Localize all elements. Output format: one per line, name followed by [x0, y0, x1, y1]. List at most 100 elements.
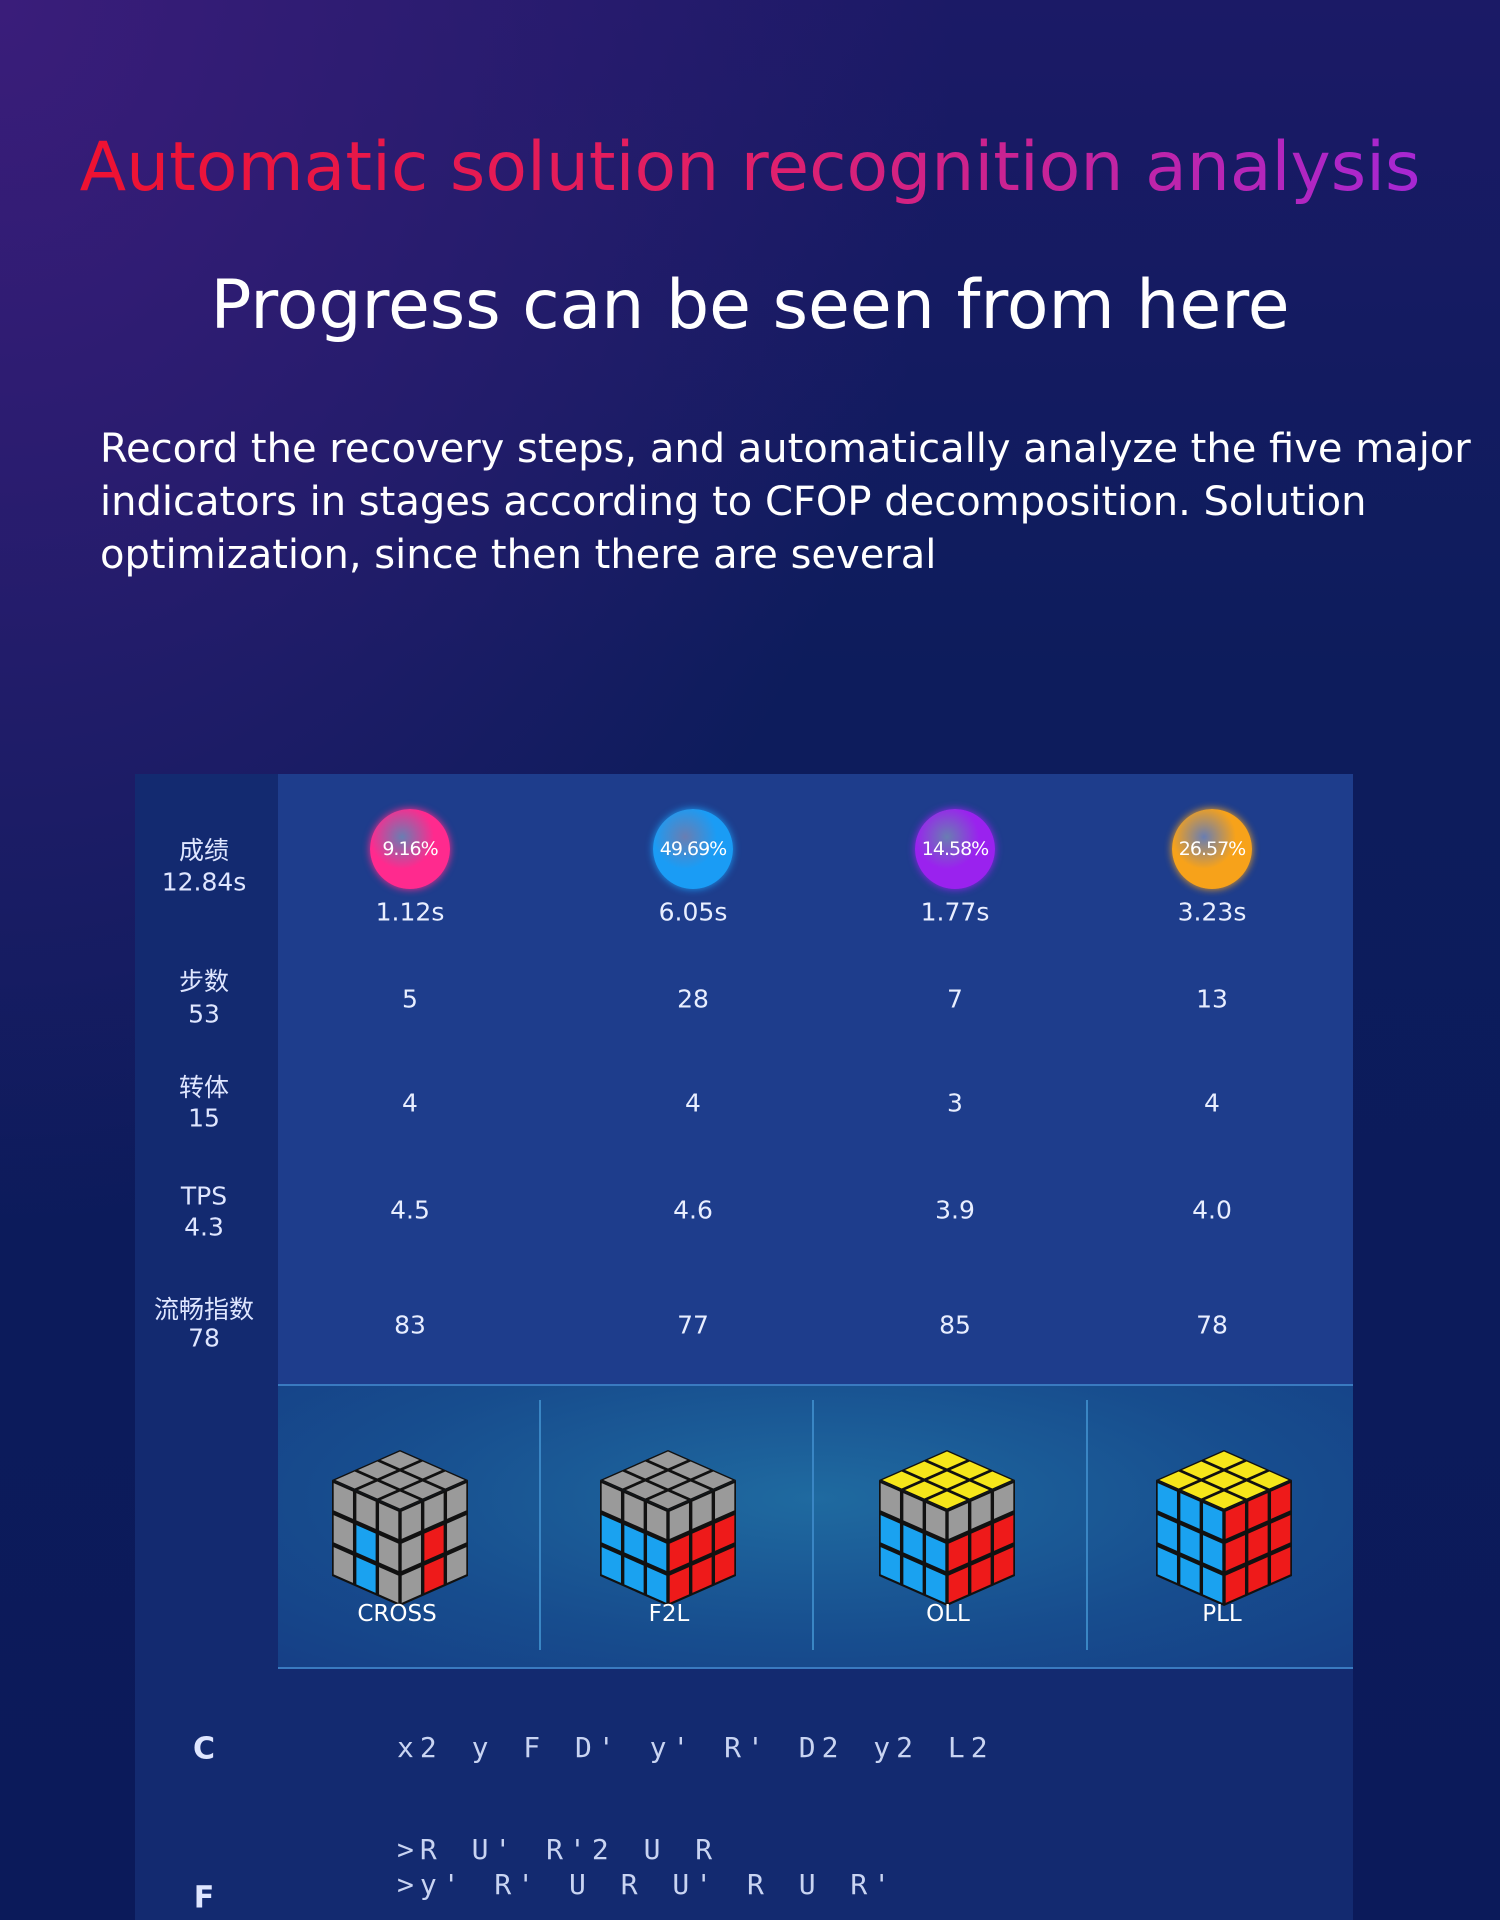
stage-value: 3.23s	[1177, 897, 1247, 927]
cube-part	[1203, 1567, 1223, 1603]
cube-part	[903, 1493, 923, 1529]
cube-part	[426, 1471, 465, 1489]
cube-part	[926, 1567, 946, 1603]
stage-percent-badge	[370, 809, 450, 889]
stage-value: 78	[1196, 1310, 1228, 1340]
description-line: optimization, since then there are sever…	[100, 532, 937, 578]
cube-part	[624, 1525, 644, 1561]
stage-percent: 9.16%	[382, 838, 438, 860]
cube-part	[715, 1515, 735, 1551]
description-line: indicators in stages according to CFOP d…	[100, 479, 1367, 525]
stage-percent: 26.57%	[1178, 838, 1246, 860]
cube-part	[715, 1483, 735, 1519]
cube-part	[648, 1471, 688, 1489]
description-line: Record the recovery steps, and automatic…	[100, 426, 1471, 472]
cube-part	[1248, 1493, 1268, 1529]
cube-part	[379, 1503, 399, 1539]
cube-part	[1157, 1515, 1177, 1551]
cube-part	[647, 1567, 667, 1603]
cube-part	[648, 1451, 688, 1469]
cube-part	[694, 1471, 733, 1489]
cube-part	[1180, 1525, 1200, 1561]
stage-value: 4	[685, 1088, 701, 1118]
cube-part	[333, 1547, 353, 1583]
stage-value: 3.9	[935, 1195, 975, 1225]
cube-part	[1180, 1557, 1200, 1593]
cube-part	[950, 1481, 989, 1499]
cube-part	[1248, 1525, 1268, 1561]
cube-part	[950, 1461, 989, 1479]
cube-part	[1271, 1483, 1291, 1519]
divider	[812, 1400, 814, 1650]
cube-part	[379, 1567, 399, 1603]
stats-area	[278, 774, 1353, 1384]
divider	[1086, 1400, 1088, 1650]
stage-value: 83	[394, 1310, 426, 1340]
cube-part	[1271, 1547, 1291, 1583]
cube-part	[403, 1461, 442, 1479]
cube-part	[1225, 1535, 1245, 1571]
solution-line: >y' R' U R U' R U R'	[397, 1868, 897, 1901]
row-label: 步数	[178, 967, 230, 996]
cube-part	[447, 1515, 467, 1551]
cube-part	[1204, 1471, 1244, 1489]
cube-part	[882, 1471, 921, 1489]
solution-label: F	[193, 1880, 215, 1916]
stage-value: 4.6	[673, 1195, 713, 1225]
cube-part	[401, 1567, 421, 1603]
stage-value: 1.12s	[375, 897, 445, 927]
cube-part	[380, 1471, 420, 1489]
cube-part	[903, 1557, 923, 1593]
stage-value: 4	[402, 1088, 418, 1118]
divider	[539, 1400, 541, 1650]
cube-part	[948, 1567, 968, 1603]
cube-part	[1204, 1451, 1244, 1469]
stage-value: 7	[947, 984, 963, 1014]
cube-part	[424, 1557, 444, 1593]
stage-value: 6.05s	[658, 897, 728, 927]
cube-part	[403, 1481, 442, 1499]
cube-part	[356, 1525, 376, 1561]
cube-part	[1182, 1461, 1221, 1479]
cube-part	[669, 1567, 689, 1603]
cube-part	[624, 1557, 644, 1593]
cube-part	[971, 1525, 991, 1561]
cube-part	[905, 1461, 944, 1479]
cube-part	[647, 1535, 667, 1571]
cube-part	[401, 1535, 421, 1571]
cube-part	[648, 1491, 688, 1509]
cube-part	[601, 1515, 621, 1551]
cube-part	[948, 1535, 968, 1571]
cube-part	[1204, 1491, 1244, 1509]
stage-value: 28	[677, 984, 709, 1014]
cube-part	[994, 1515, 1014, 1551]
cube-part	[626, 1461, 665, 1479]
cube-part	[603, 1471, 642, 1489]
cube-part	[994, 1483, 1014, 1519]
cube-part	[905, 1481, 944, 1499]
cube-part	[671, 1481, 710, 1499]
cube-part	[358, 1461, 397, 1479]
cube-part	[626, 1481, 665, 1499]
cube-part	[880, 1515, 900, 1551]
row-total: 78	[188, 1323, 220, 1353]
cube-part	[333, 1515, 353, 1551]
cube-part	[1159, 1471, 1198, 1489]
cube-part	[669, 1503, 689, 1539]
stage-name: PLL	[1202, 1601, 1242, 1627]
cube-part	[926, 1503, 946, 1539]
cube-part	[1225, 1567, 1245, 1603]
cube-part	[927, 1491, 967, 1509]
stage-value: 4.0	[1192, 1195, 1232, 1225]
cube-part	[1180, 1493, 1200, 1529]
cube-part	[715, 1547, 735, 1583]
cube-part	[1203, 1503, 1223, 1539]
cube-part	[424, 1525, 444, 1561]
cube-part	[379, 1535, 399, 1571]
solution-label: C	[192, 1731, 216, 1767]
cube-part	[1227, 1461, 1266, 1479]
stage-value: 77	[677, 1310, 709, 1340]
cube-part	[948, 1503, 968, 1539]
cube-part	[1203, 1535, 1223, 1571]
